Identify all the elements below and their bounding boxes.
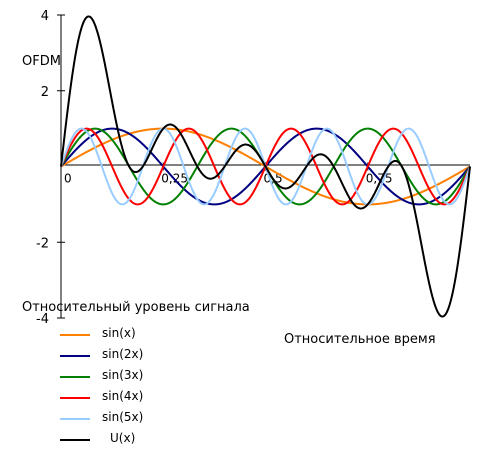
y-tick-label: -2 [36,236,49,251]
legend-swatch [60,439,90,441]
legend-swatch [60,376,90,378]
x-tick-label: 0 [64,172,72,186]
legend-swatch [60,334,90,336]
x-axis-label: Относительное время [284,332,436,347]
y-tick-label: 2 [41,85,49,100]
series-lines [60,15,471,318]
legend-swatch [60,418,90,420]
series-line-u [60,15,471,318]
y-tick-label: -4 [36,312,49,327]
legend-swatch [60,397,90,399]
chart-title: OFDM [22,54,61,69]
legend-label: sin(5x) [102,410,144,424]
legend-label: sin(x) [102,326,136,340]
legend-label: U(x) [110,431,136,445]
legend-label: sin(3x) [102,368,144,382]
y-tick-label: 4 [41,9,49,24]
legend-label: sin(4x) [102,389,144,403]
y-axis-label: Относительный уровень сигнала [22,300,250,315]
legend-label: sin(2x) [102,347,144,361]
legend-swatch [60,355,90,357]
